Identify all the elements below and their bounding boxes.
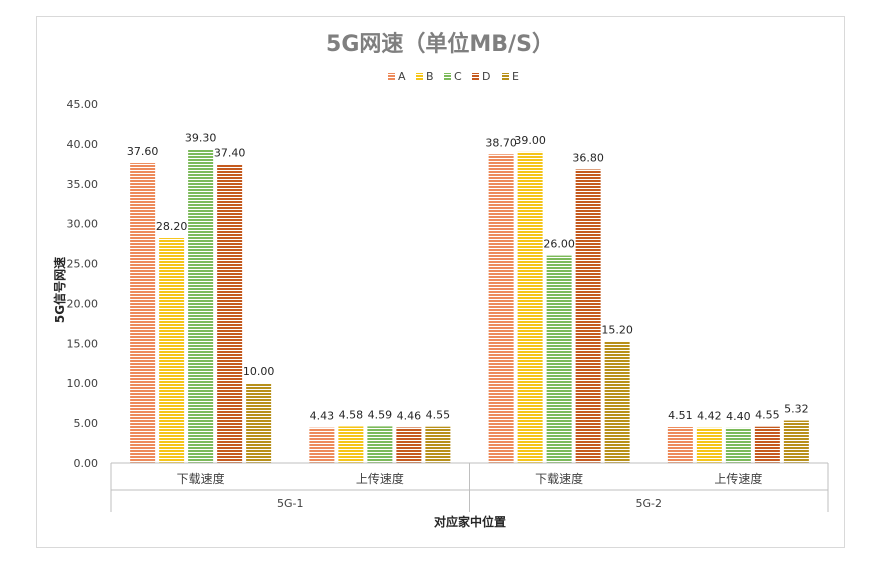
data-label: 39.30: [185, 131, 217, 144]
y-tick-label: 5.00: [74, 417, 99, 430]
data-label: 4.46: [397, 409, 422, 422]
category-label: 上传速度: [714, 471, 762, 486]
bars: [130, 149, 809, 463]
data-label: 4.55: [755, 409, 780, 422]
category-label: 下载速度: [177, 471, 225, 486]
data-label: 28.20: [156, 220, 188, 233]
legend-label-b: B: [426, 70, 434, 83]
category-label: 上传速度: [356, 471, 404, 486]
legend-swatch-e: [502, 73, 509, 80]
group-label: 5G-1: [277, 497, 304, 510]
data-label: 37.60: [127, 145, 159, 158]
x-axis: 下载速度 上传速度 下载速度 上传速度 5G-1 5G-2: [110, 462, 829, 512]
y-axis-title: 5G信号网速: [52, 257, 67, 323]
data-label: 38.70: [485, 136, 517, 149]
y-axis: 0.00 5.00 10.00 15.00 20.00 25.00 30.00 35.00 40…: [67, 98, 99, 470]
y-tick-label: 35.00: [67, 178, 99, 191]
y-tick-label: 25.00: [67, 258, 99, 271]
y-tick-label: 20.00: [67, 297, 99, 310]
x-axis-title: 对应家中位置: [434, 514, 506, 529]
data-label: 37.40: [214, 147, 246, 160]
data-label: 4.42: [697, 410, 722, 423]
data-label: 26.00: [543, 238, 575, 251]
bar-a: [309, 427, 335, 463]
legend: A B C D E: [388, 70, 519, 83]
bar-c: [188, 149, 214, 463]
chart-title: 5G网速（单位MB/S）: [326, 31, 554, 57]
data-label: 4.40: [726, 410, 751, 423]
data-label: 39.00: [514, 134, 546, 147]
data-label: 5.32: [784, 403, 809, 416]
y-tick-label: 10.00: [67, 377, 99, 390]
bar-b: [696, 427, 722, 463]
legend-label-e: E: [512, 70, 519, 83]
data-label: 10.00: [243, 365, 275, 378]
data-label: 4.59: [368, 408, 393, 421]
bar-e: [425, 426, 451, 463]
bar-c: [725, 427, 751, 463]
legend-swatch-d: [472, 73, 479, 80]
bar-a: [130, 163, 156, 463]
legend-label-d: D: [482, 70, 490, 83]
group-label: 5G-2: [636, 497, 663, 510]
legend-label-c: C: [454, 70, 462, 83]
bar-d: [754, 426, 780, 463]
bar-b: [338, 426, 364, 463]
bar-c: [546, 255, 572, 463]
y-tick-label: 40.00: [67, 138, 99, 151]
data-label: 4.51: [668, 409, 693, 422]
data-label: 4.43: [310, 410, 335, 423]
data-label: 4.58: [339, 408, 364, 421]
category-label: 下载速度: [535, 471, 583, 486]
legend-label-a: A: [398, 70, 406, 83]
bar-a: [488, 154, 514, 463]
bar-a: [667, 427, 693, 463]
data-label: 36.80: [572, 151, 604, 164]
data-labels: 37.60 28.20 39.30 37.40 10.00 4.43 4.58 4.59 4.4…: [127, 131, 809, 422]
legend-swatch-b: [416, 73, 423, 80]
data-label: 4.55: [426, 409, 451, 422]
legend-swatch-a: [388, 73, 395, 80]
bar-e: [246, 383, 272, 463]
y-tick-label: 15.00: [67, 337, 99, 350]
bar-c: [367, 426, 393, 463]
bar-d: [575, 169, 601, 463]
bar-e: [783, 420, 809, 463]
bar-d: [217, 164, 243, 463]
bar-d: [396, 427, 422, 463]
bar-b: [517, 151, 543, 463]
data-label: 15.20: [601, 324, 633, 337]
y-tick-label: 30.00: [67, 218, 99, 231]
y-tick-label: 45.00: [67, 98, 99, 111]
bar-b: [159, 238, 185, 463]
y-tick-label: 0.00: [74, 457, 99, 470]
legend-swatch-c: [444, 73, 451, 80]
bar-e: [604, 341, 630, 463]
